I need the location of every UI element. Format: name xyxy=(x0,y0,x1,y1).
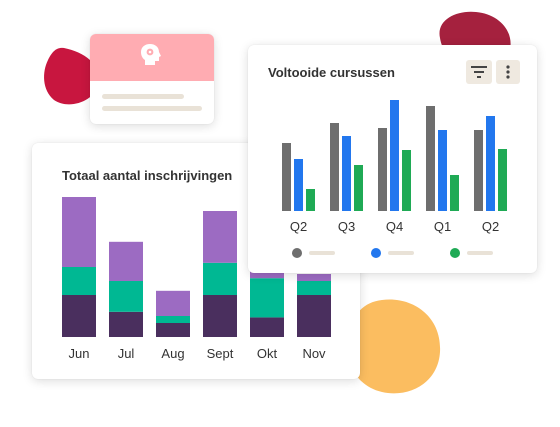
profile-card-header xyxy=(90,34,214,81)
course-bar-2-series-1 xyxy=(330,123,339,211)
crimson-blob xyxy=(44,47,99,105)
course-bar-1-series-1 xyxy=(282,143,291,211)
enrollment-bar-okt-segment-2 xyxy=(250,278,284,318)
course-bar-4-series-2 xyxy=(438,130,447,211)
enrollments-chart: Jun Jul Aug Sept Okt Nov xyxy=(62,197,331,361)
orange-blob xyxy=(347,299,441,394)
legend-label-placeholder xyxy=(309,251,335,255)
more-vertical-icon xyxy=(506,65,510,79)
enrollment-bar-jun-segment-2 xyxy=(62,267,96,295)
enrollments-title: Totaal aantal inschrijvingen xyxy=(62,168,233,183)
enrollment-bar-aug-segment-2 xyxy=(156,316,190,323)
x-tick-label: Jun xyxy=(69,346,90,361)
head-gear-icon xyxy=(141,44,161,65)
enrollment-bar-jul-segment-1 xyxy=(109,311,143,337)
legend-dot-series-1 xyxy=(292,248,302,258)
course-bar-3-series-3 xyxy=(402,150,411,211)
x-tick-label: Aug xyxy=(161,346,184,361)
course-bar-2-series-3 xyxy=(354,165,363,211)
completed-courses-card: Voltooide cursussen Q2 Q3 Q4 Q1 Q2 xyxy=(248,45,537,273)
enrollment-bar-aug-segment-1 xyxy=(156,323,190,337)
legend-dot-series-2 xyxy=(371,248,381,258)
legend-label-placeholder xyxy=(388,251,414,255)
x-tick-label: Okt xyxy=(257,346,278,361)
enrollment-bar-sept-segment-1 xyxy=(203,295,237,337)
enrollment-bar-sept-segment-3 xyxy=(203,211,237,263)
course-bar-4-series-1 xyxy=(426,106,435,211)
x-tick-label: Q1 xyxy=(434,219,451,234)
course-bar-4-series-3 xyxy=(450,175,459,211)
course-bar-2-series-2 xyxy=(342,136,351,211)
x-tick-label: Q3 xyxy=(338,219,355,234)
x-tick-label: Q2 xyxy=(290,219,307,234)
enrollment-bar-jul-segment-3 xyxy=(109,241,143,281)
completed-courses-title: Voltooide cursussen xyxy=(268,65,395,80)
enrollment-bar-nov-segment-3 xyxy=(297,274,331,281)
enrollment-bar-nov-segment-1 xyxy=(297,295,331,337)
course-bar-1-series-3 xyxy=(306,189,315,211)
x-tick-label: Jul xyxy=(118,346,135,361)
filter-icon xyxy=(471,66,487,78)
legend-dot-series-3 xyxy=(450,248,460,258)
profile-line-2 xyxy=(102,106,202,111)
profile-line-1 xyxy=(102,94,184,99)
x-tick-label: Sept xyxy=(207,346,234,361)
enrollment-bar-okt-segment-1 xyxy=(250,317,284,337)
legend-label-placeholder xyxy=(467,251,493,255)
enrollment-bar-aug-segment-3 xyxy=(156,290,190,316)
course-bar-5-series-1 xyxy=(474,130,483,211)
enrollment-bar-nov-segment-2 xyxy=(297,281,331,295)
x-tick-label: Q2 xyxy=(482,219,499,234)
course-bar-1-series-2 xyxy=(294,159,303,211)
course-bar-5-series-3 xyxy=(498,149,507,211)
course-bar-3-series-1 xyxy=(378,128,387,211)
more-options-button[interactable] xyxy=(496,60,520,84)
enrollment-bar-jun-segment-1 xyxy=(62,295,96,337)
completed-courses-chart: Q2 Q3 Q4 Q1 Q2 xyxy=(282,100,507,234)
enrollment-bar-jul-segment-2 xyxy=(109,281,143,312)
filter-button[interactable] xyxy=(466,60,492,84)
course-bar-3-series-2 xyxy=(390,100,399,211)
x-tick-label: Nov xyxy=(302,346,326,361)
enrollment-bar-jun-segment-3 xyxy=(62,197,96,267)
profile-card xyxy=(90,34,214,124)
course-bar-5-series-2 xyxy=(486,116,495,211)
enrollment-bar-sept-segment-2 xyxy=(203,262,237,295)
x-tick-label: Q4 xyxy=(386,219,403,234)
